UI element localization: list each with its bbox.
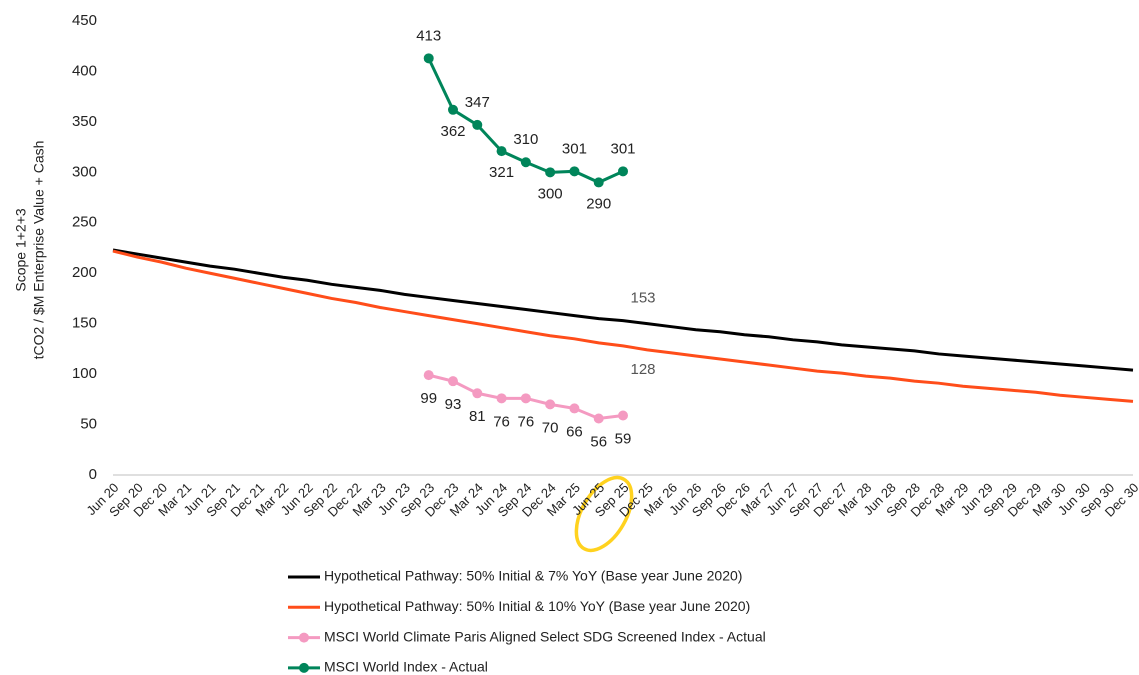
- y-tick-label: 450: [72, 12, 97, 29]
- y-tick-label: 300: [72, 163, 97, 180]
- y-tick-label: 400: [72, 62, 97, 79]
- data-label: 59: [615, 430, 632, 447]
- data-label: 81: [469, 408, 486, 425]
- legend-label: MSCI World Index - Actual: [324, 659, 488, 675]
- point-marker: [618, 410, 628, 421]
- legend-label: Hypothetical Pathway: 50% Initial & 10% …: [324, 598, 750, 614]
- point-marker: [545, 399, 556, 410]
- data-label: 347: [465, 94, 490, 111]
- data-label: 76: [493, 413, 510, 430]
- point-marker: [593, 413, 604, 424]
- data-label: 290: [586, 195, 611, 212]
- point-marker: [618, 166, 628, 177]
- highlight-ellipse: [574, 475, 634, 553]
- data-label: 70: [542, 419, 559, 436]
- point-marker: [545, 167, 556, 178]
- point-marker: [496, 146, 507, 157]
- data-label: 301: [562, 140, 587, 157]
- data-label: 321: [489, 164, 514, 181]
- y-tick-label: 50: [80, 416, 97, 433]
- data-label: 362: [440, 123, 465, 140]
- point-marker: [496, 393, 507, 404]
- point-marker: [448, 376, 458, 387]
- data-label: 93: [445, 396, 462, 413]
- point-marker: [448, 104, 458, 115]
- y-axis-label: Scope 1+2+3 tCO2 / $M Enterprise Value +…: [13, 141, 47, 360]
- y-axis-label-line: tCO2 / $M Enterprise Value + Cash: [31, 141, 47, 360]
- point-marker: [423, 370, 434, 381]
- data-label: 310: [513, 131, 538, 148]
- y-tick-label: 100: [72, 365, 97, 382]
- data-label: 76: [518, 413, 535, 430]
- y-tick-label: 150: [72, 315, 97, 332]
- series-line: [112, 249, 1134, 403]
- data-label: 56: [590, 433, 607, 450]
- y-tick-label: 0: [89, 466, 97, 483]
- legend-label: Hypothetical Pathway: 50% Initial & 7% Y…: [324, 568, 742, 584]
- point-marker: [569, 166, 580, 177]
- data-label: 153: [630, 290, 655, 307]
- legend-marker: [299, 632, 309, 643]
- legend-marker: [299, 662, 309, 673]
- y-tick-label: 350: [72, 113, 97, 130]
- y-tick-label: 200: [72, 264, 97, 281]
- point-marker: [520, 393, 531, 404]
- y-tick-label: 250: [72, 214, 97, 231]
- point-marker: [472, 388, 483, 399]
- data-label: 413: [416, 27, 441, 44]
- point-marker: [593, 177, 604, 188]
- data-label: 99: [420, 390, 437, 407]
- point-marker: [569, 403, 580, 414]
- legend-label: MSCI World Climate Paris Aligned Select …: [324, 628, 766, 644]
- point-marker: [472, 119, 483, 130]
- data-label: 66: [566, 423, 583, 440]
- y-axis-label-line: Scope 1+2+3: [13, 208, 29, 292]
- point-marker: [520, 157, 531, 168]
- series-line: [112, 248, 1134, 372]
- point-marker: [423, 53, 434, 64]
- data-label: 301: [610, 140, 635, 157]
- data-label: 128: [630, 361, 655, 378]
- data-label: 300: [538, 185, 563, 202]
